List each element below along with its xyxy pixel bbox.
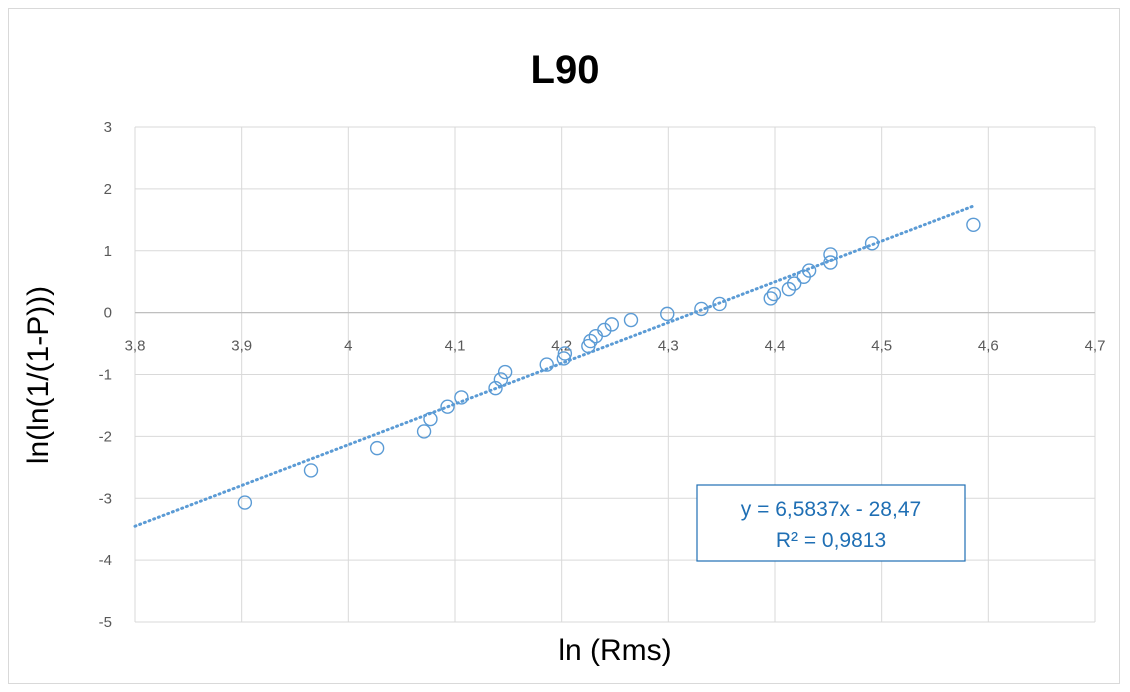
- data-point: [557, 346, 573, 361]
- data-point: [416, 424, 432, 439]
- x-tick-label: 3,9: [231, 338, 252, 355]
- data-point: [801, 263, 817, 278]
- x-tick-label: 4,3: [658, 338, 679, 355]
- y-tick-labels: 3 2 1 0 -1 -2 -3 -4 -5: [99, 119, 112, 631]
- data-point: [423, 411, 438, 427]
- y-tick-label: -2: [99, 428, 112, 445]
- data-point: [787, 276, 802, 291]
- data-point: [583, 333, 598, 349]
- data-point: [493, 372, 509, 387]
- r-squared-text: R² = 0,9813: [776, 529, 886, 552]
- x-tick-label: 4,1: [445, 338, 466, 355]
- y-tick-label: -1: [99, 367, 112, 384]
- y-tick-label: -4: [99, 552, 112, 569]
- x-tick-label: 4: [344, 338, 352, 355]
- equation-box: y = 6,5837x - 28,47 R² = 0,9813: [696, 484, 966, 562]
- equation-text: y = 6,5837x - 28,47: [741, 498, 921, 521]
- data-point: [556, 351, 571, 366]
- data-point: [440, 399, 455, 414]
- x-tick-label: 4,7: [1085, 338, 1106, 355]
- data-point: [454, 390, 469, 405]
- chart-title: L90: [531, 48, 600, 92]
- y-tick-label: -5: [99, 614, 112, 631]
- y-tick-label: -3: [99, 490, 112, 507]
- data-point: [766, 286, 782, 302]
- data-point: [966, 217, 981, 232]
- data-point: [488, 380, 503, 396]
- data-point: [823, 247, 838, 262]
- trendline: [133, 204, 974, 528]
- data-point: [497, 364, 513, 380]
- data-point: [781, 281, 797, 297]
- y-tick-label: 1: [104, 243, 112, 260]
- data-point: [303, 463, 319, 478]
- trendline-layer: [133, 204, 974, 528]
- x-tick-label: 4,5: [871, 338, 892, 355]
- data-point: [623, 312, 639, 328]
- data-points: [237, 217, 981, 510]
- data-point: [864, 236, 880, 251]
- data-point: [539, 357, 554, 372]
- data-point: [823, 255, 838, 270]
- data-point: [712, 296, 727, 312]
- data-point: [763, 291, 778, 306]
- y-tick-label: 2: [104, 181, 112, 198]
- equation-box-border: [696, 484, 966, 562]
- chart-frame: [8, 8, 1120, 684]
- x-tick-labels: 3,8 3,9 4 4,1 4,2 4,3 4,4 4,5 4,6 4,7: [125, 338, 1106, 355]
- x-tick-label: 4,6: [978, 338, 999, 355]
- data-point: [369, 440, 385, 456]
- x-tick-label: 3,8: [125, 338, 146, 355]
- x-axis-title: ln (Rms): [558, 634, 671, 667]
- data-point: [694, 301, 709, 317]
- data-point: [604, 317, 619, 332]
- y-tick-label: 3: [104, 119, 112, 136]
- y-axis-title: ln(ln(1/(1-P))): [22, 286, 55, 464]
- data-point: [237, 495, 253, 510]
- x-tick-label: 4,4: [765, 338, 786, 355]
- data-point: [660, 306, 675, 322]
- data-point: [588, 328, 603, 344]
- data-point: [597, 322, 612, 338]
- y-tick-label: 0: [104, 305, 112, 322]
- x-tick-label: 4,2: [551, 338, 572, 355]
